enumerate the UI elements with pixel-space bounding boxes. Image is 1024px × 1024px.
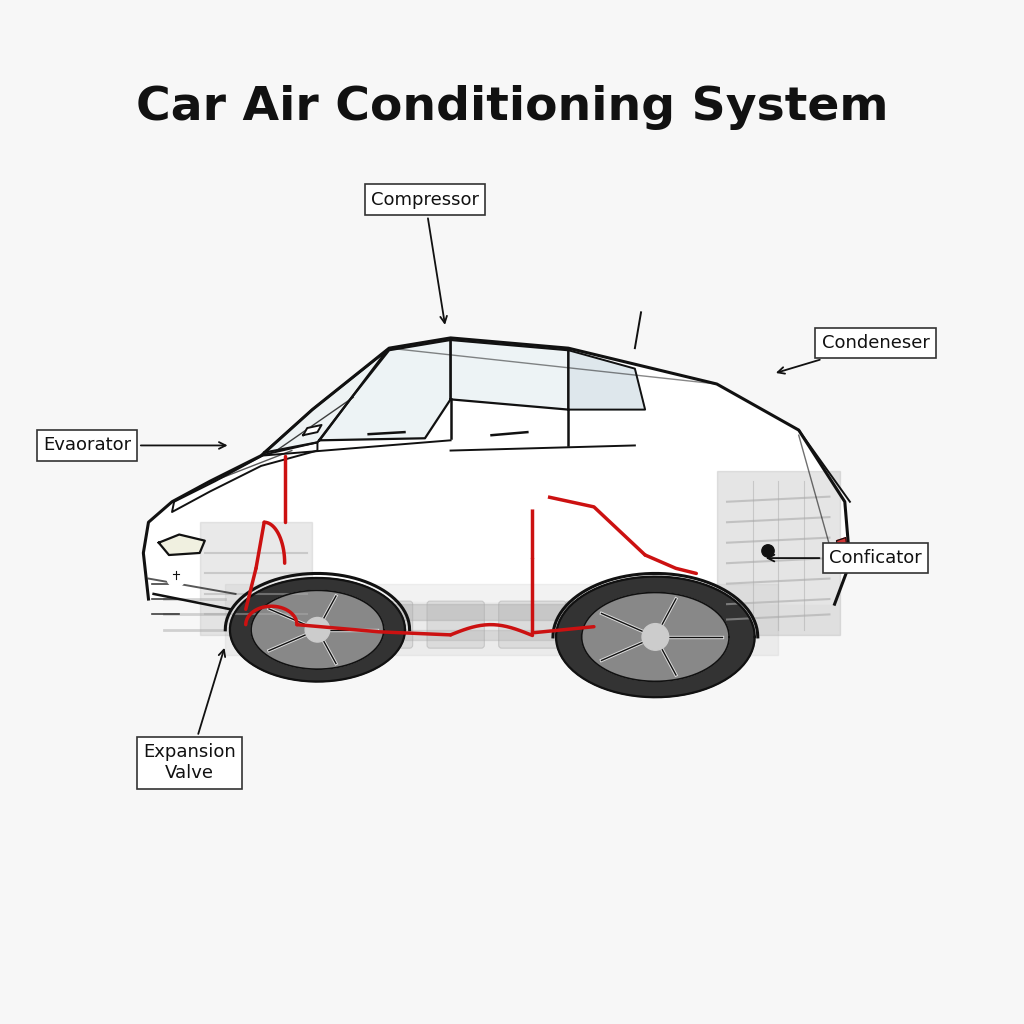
Text: Condeneser: Condeneser (777, 334, 930, 374)
Polygon shape (451, 340, 568, 410)
Polygon shape (568, 350, 645, 410)
Text: Conficator: Conficator (768, 549, 922, 567)
Polygon shape (303, 425, 322, 435)
Circle shape (762, 545, 774, 557)
FancyBboxPatch shape (632, 601, 699, 648)
Polygon shape (338, 630, 696, 640)
Polygon shape (264, 350, 387, 453)
Polygon shape (230, 578, 404, 682)
Polygon shape (582, 593, 729, 681)
Polygon shape (251, 591, 384, 669)
Circle shape (518, 479, 547, 508)
Polygon shape (200, 522, 312, 635)
Circle shape (642, 624, 669, 650)
FancyBboxPatch shape (499, 601, 566, 648)
Polygon shape (338, 604, 696, 620)
Text: Car Air Conditioning System: Car Air Conditioning System (136, 85, 888, 130)
Polygon shape (159, 535, 205, 555)
Text: Evaorator: Evaorator (43, 436, 225, 455)
FancyBboxPatch shape (427, 601, 484, 648)
Polygon shape (556, 577, 755, 697)
Text: Expansion
Valve: Expansion Valve (143, 649, 236, 782)
Text: Compressor: Compressor (371, 190, 479, 323)
Circle shape (305, 617, 330, 642)
Polygon shape (143, 338, 850, 604)
Polygon shape (319, 340, 451, 440)
Polygon shape (717, 471, 840, 635)
FancyBboxPatch shape (345, 601, 413, 648)
Circle shape (167, 568, 185, 587)
Polygon shape (837, 538, 848, 563)
FancyBboxPatch shape (565, 601, 623, 648)
Polygon shape (225, 584, 778, 655)
